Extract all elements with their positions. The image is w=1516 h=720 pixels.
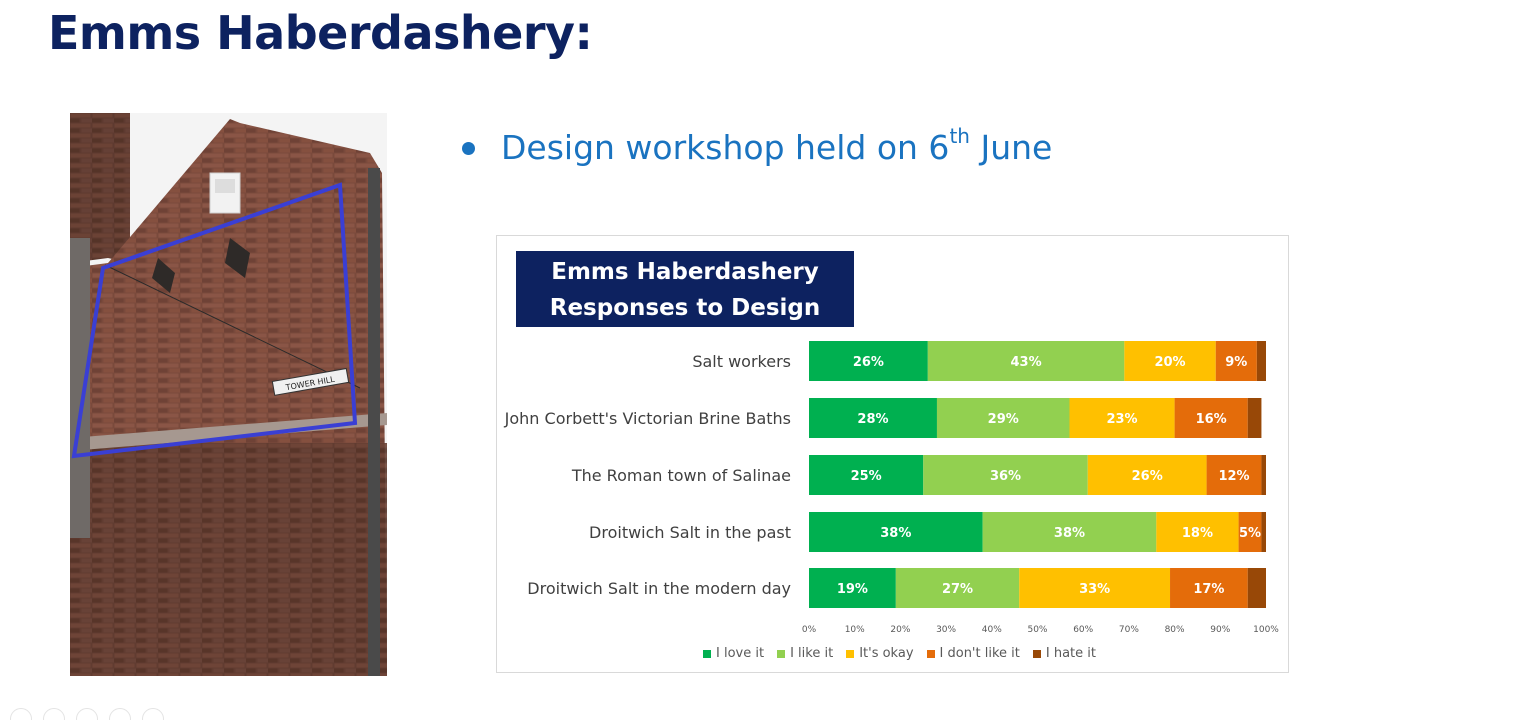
data-label: 19% (837, 582, 868, 597)
bar-segment (809, 455, 924, 495)
data-label: 27% (942, 582, 973, 597)
x-tick-label: 70% (1119, 625, 1139, 635)
x-tick-label: 100% (1253, 625, 1279, 635)
chart-title: Emms Haberdashery Responses to Design Id… (516, 251, 854, 357)
legend-swatch (777, 649, 786, 658)
legend-label: I love it (716, 646, 765, 661)
x-tick-label: 80% (1165, 625, 1185, 635)
legend-item: I love it (703, 646, 764, 661)
legend-swatch (926, 649, 935, 658)
data-label: 5% (1239, 526, 1261, 541)
legend-item: It's okay (846, 646, 914, 661)
nav-dot[interactable] (109, 708, 131, 720)
chart-legend: I love it I like it It's okay I don't like … (703, 646, 1109, 661)
bar-segment (1124, 341, 1216, 381)
x-tick-label: 0% (802, 625, 817, 635)
bar-segment (809, 512, 983, 552)
category-label: John Corbett's Victorian Brine Baths (504, 409, 791, 428)
bar-segment (1215, 341, 1257, 381)
bar-segment (1261, 512, 1266, 552)
bar-segment (809, 398, 937, 438)
nav-dot[interactable] (10, 708, 32, 720)
category-label: Droitwich Salt in the modern day (527, 579, 791, 598)
legend-swatch (1032, 649, 1041, 658)
data-label: 29% (988, 412, 1019, 427)
bar-segment (1256, 341, 1266, 381)
bar-segment (895, 568, 1020, 608)
bar-segment (1069, 398, 1175, 438)
x-tick-label: 30% (936, 625, 956, 635)
x-tick-label: 40% (982, 625, 1002, 635)
data-label: 12% (1218, 469, 1249, 484)
bar-segment (1170, 568, 1248, 608)
data-label: 38% (1054, 526, 1085, 541)
x-tick-label: 60% (1073, 625, 1093, 635)
data-label: 9% (1225, 355, 1247, 370)
bar-segment (1206, 455, 1262, 495)
data-label: 20% (1154, 355, 1185, 370)
bar-segment (1247, 398, 1262, 438)
nav-dot[interactable] (142, 708, 164, 720)
bar-segment (936, 398, 1070, 438)
legend-label: I hate it (1045, 646, 1096, 661)
bar-segment (1174, 398, 1248, 438)
slide-title: Emms Haberdashery: (48, 6, 593, 60)
data-label: 43% (1011, 355, 1042, 370)
slide-navigation-dots (10, 708, 175, 720)
category-label: Droitwich Salt in the past (589, 523, 791, 542)
stacked-bar-chart: Salt workers 26% 43% 20% 9% John Corbett's Vi… (504, 341, 1279, 635)
bullet-text: Design workshop held on 6th June (501, 124, 1053, 167)
chart-frame: Emms Haberdashery Responses to Design Id… (496, 235, 1289, 673)
legend-swatch (846, 649, 855, 658)
legend-item: I hate it (1032, 646, 1096, 661)
bar-segment (1156, 512, 1239, 552)
bar-segment (927, 341, 1125, 381)
data-label: 17% (1193, 582, 1224, 597)
bar-segment (1019, 568, 1171, 608)
bar-segment (809, 568, 896, 608)
legend-item: I like it (777, 646, 833, 661)
highlight-outline (71, 182, 358, 459)
legend-label: I don't like it (939, 646, 1020, 661)
data-label: 26% (1132, 469, 1163, 484)
bar-segment (1087, 455, 1207, 495)
x-tick-label: 20% (890, 625, 910, 635)
legend-item: I don't like it (926, 646, 1020, 661)
bar-segment (1247, 568, 1266, 608)
category-label: The Roman town of Salinae (571, 466, 791, 485)
legend-label: I like it (790, 646, 834, 661)
data-label: 33% (1079, 582, 1110, 597)
legend-label: It's okay (859, 646, 914, 661)
data-label: 38% (880, 526, 911, 541)
bullet-point: Design workshop held on 6th June (462, 124, 1053, 167)
data-label: 36% (990, 469, 1021, 484)
bar-segment (1261, 455, 1266, 495)
x-tick-label: 50% (1027, 625, 1047, 635)
data-label: 23% (1106, 412, 1137, 427)
bar-segment (923, 455, 1088, 495)
bar-segment (1238, 512, 1262, 552)
data-label: 28% (857, 412, 888, 427)
category-label: Salt workers (692, 352, 791, 371)
x-tick-label: 90% (1210, 625, 1230, 635)
nav-dot[interactable] (43, 708, 65, 720)
data-label: 25% (851, 469, 882, 484)
data-label: 16% (1196, 412, 1227, 427)
data-label: 26% (853, 355, 884, 370)
building-photo: TOWER HILL (70, 113, 387, 676)
data-label: 18% (1182, 526, 1213, 541)
bullet-dot-icon (462, 142, 475, 155)
nav-dot[interactable] (76, 708, 98, 720)
x-tick-label: 10% (845, 625, 865, 635)
bar-segment (809, 341, 928, 381)
legend-swatch (703, 649, 711, 658)
bar-segment (982, 512, 1157, 552)
